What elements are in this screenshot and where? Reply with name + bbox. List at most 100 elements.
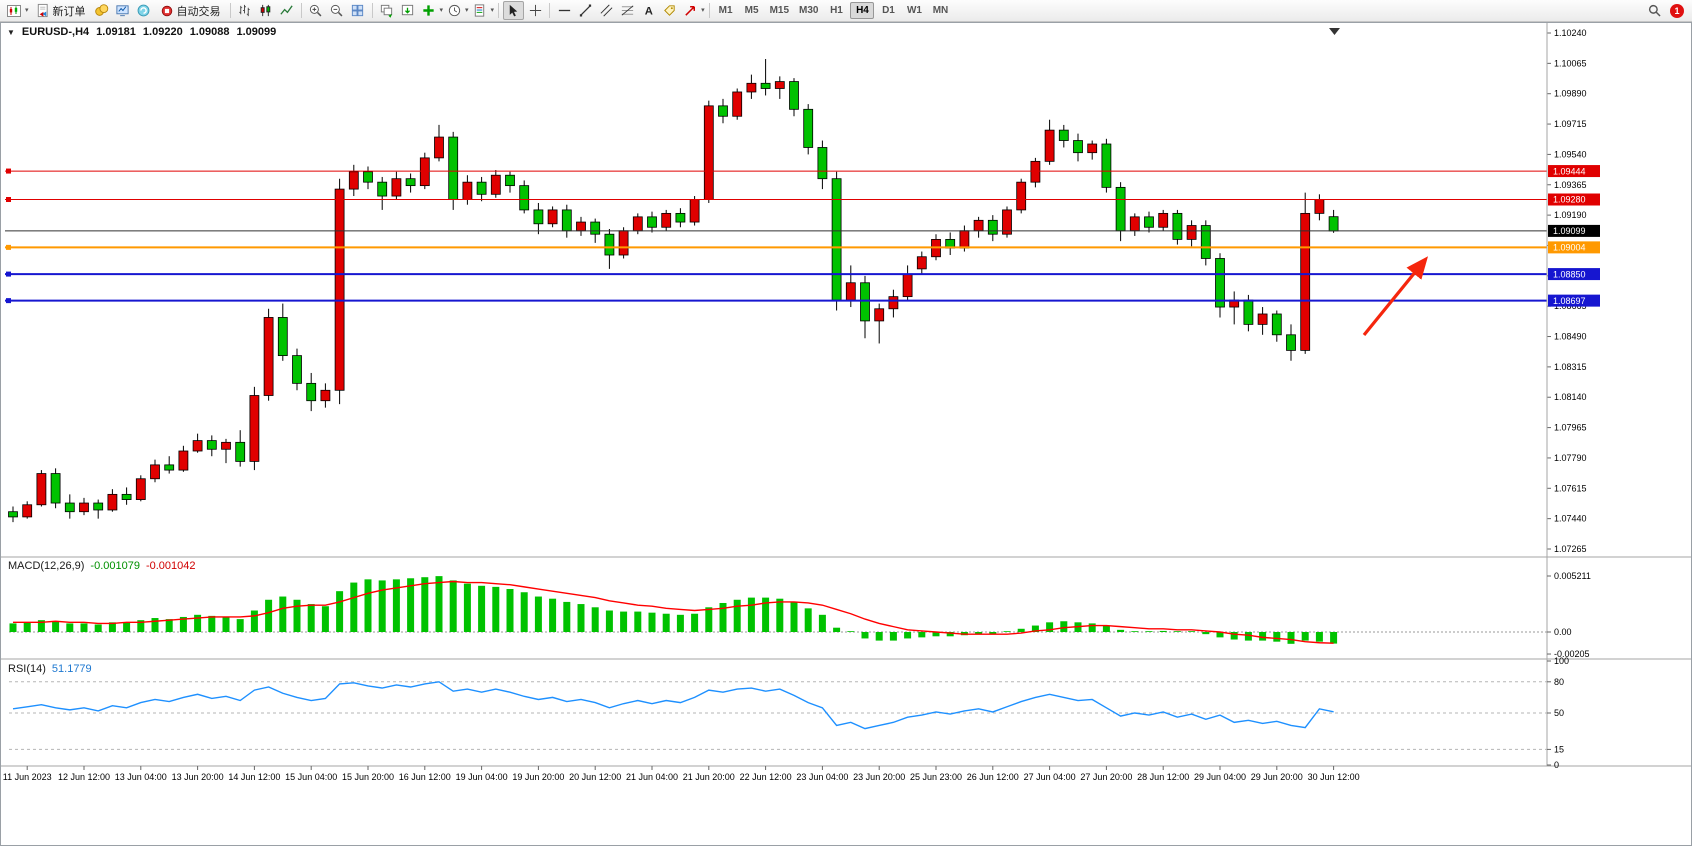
trendline-button[interactable] [575, 1, 595, 20]
chart-canvas[interactable]: 1.10240 1.10065 1.09890 1.09715 1.09540 1.093… [1, 23, 1691, 845]
notification-badge[interactable]: 1 [1670, 3, 1684, 18]
periods-icon [448, 4, 460, 17]
svg-text:0.005211: 0.005211 [1554, 571, 1591, 581]
candle [1271, 313, 1282, 336]
arrows-tool-button[interactable] [680, 1, 700, 20]
rsi-line [12, 681, 1334, 730]
svg-text:22 Jun 12:00: 22 Jun 12:00 [740, 772, 792, 782]
svg-text:1.07440: 1.07440 [1554, 514, 1587, 524]
line-handle[interactable] [6, 168, 11, 174]
tile-windows-button[interactable] [348, 1, 368, 20]
arrows-tool-icon [684, 6, 695, 16]
data-center-icon [137, 4, 150, 17]
arrows-caret-icon[interactable]: ▾ [701, 7, 705, 14]
candle [135, 478, 146, 500]
svg-text:21 Jun 20:00: 21 Jun 20:00 [683, 772, 735, 782]
search-icon [1648, 4, 1661, 17]
cursor-button[interactable] [503, 1, 525, 20]
timeframe-h1[interactable]: H1 [830, 5, 843, 16]
line-handle[interactable] [6, 298, 11, 304]
zoom-in-button[interactable] [306, 1, 326, 20]
timeframe-w1[interactable]: W1 [906, 5, 922, 16]
timeframe-m5[interactable]: M5 [744, 5, 759, 16]
svg-text:14 Jun 12:00: 14 Jun 12:00 [228, 772, 280, 782]
candlestick-chart-button[interactable] [256, 1, 276, 20]
label-tool-button[interactable] [659, 1, 679, 20]
candle [1030, 160, 1041, 183]
new-chart-caret-icon[interactable]: ▾ [25, 7, 29, 14]
time-axis: 11 Jun 2023 12 Jun 12:00 13 Jun 04:00 13 Ju… [3, 766, 1360, 782]
candle [1101, 143, 1112, 188]
crosshair-icon [529, 4, 541, 17]
arrow-annotation[interactable] [1362, 256, 1429, 337]
candle [292, 355, 302, 384]
price-label-box [1548, 241, 1600, 254]
candle [306, 382, 317, 402]
channel-button[interactable] [596, 1, 616, 20]
candle [434, 136, 444, 159]
price-scale: 1.10240 1.10065 1.09890 1.09715 1.09540 1.093… [1547, 28, 1587, 554]
candle [107, 493, 118, 511]
timeframe-m30[interactable]: M30 [799, 5, 819, 16]
line-handle[interactable] [6, 271, 11, 277]
svg-text:1.09444: 1.09444 [1553, 166, 1586, 176]
autotrading-icon [161, 5, 172, 16]
candle [206, 440, 217, 450]
candle [973, 219, 984, 232]
svg-text:0.00: 0.00 [1554, 627, 1572, 637]
candle [959, 230, 970, 249]
cursor-icon [509, 4, 518, 17]
svg-text:1.08490: 1.08490 [1554, 332, 1587, 342]
svg-text:1.09540: 1.09540 [1554, 149, 1587, 159]
candle [1073, 140, 1083, 154]
svg-text:15 Jun 20:00: 15 Jun 20:00 [342, 772, 394, 782]
fibonacci-icon [621, 5, 633, 16]
new-chart-button[interactable] [4, 1, 24, 20]
cascade-windows-button[interactable] [377, 1, 397, 20]
timeframe-mn[interactable]: MN [932, 5, 949, 16]
candle [1314, 199, 1325, 214]
bar-chart-button[interactable] [235, 1, 255, 20]
toolbar-separator [300, 3, 302, 18]
label-tool-icon [663, 5, 675, 16]
chart-window: 1.10240 1.10065 1.09890 1.09715 1.09540 1.093… [0, 22, 1692, 846]
timeframe-m1[interactable]: M1 [718, 5, 733, 16]
periods-caret-icon[interactable]: ▾ [465, 7, 469, 14]
templates-button[interactable] [470, 1, 490, 20]
price-label-box [1548, 165, 1600, 178]
crosshair-button[interactable] [525, 1, 545, 20]
chart-dropdown-icon[interactable] [1329, 28, 1340, 35]
timeframe-h4[interactable]: H4 [850, 2, 875, 19]
new-order-button[interactable]: 新订单 [30, 1, 91, 20]
svg-text:1.07265: 1.07265 [1554, 544, 1587, 554]
timeframe-m15[interactable]: M15 [769, 5, 790, 16]
funds-button[interactable] [92, 1, 112, 20]
line-chart-button[interactable] [277, 1, 297, 20]
candles [8, 59, 1339, 523]
horizontal-line-button[interactable] [554, 1, 574, 20]
market-watch-button[interactable] [113, 1, 133, 20]
candle [1115, 186, 1126, 232]
svg-text:13 Jun 20:00: 13 Jun 20:00 [172, 772, 224, 782]
search-button[interactable] [1644, 1, 1664, 20]
indicators-caret-icon[interactable]: ▾ [439, 7, 444, 14]
autotrading-button[interactable]: 自动交易 [155, 1, 226, 20]
candle [1186, 225, 1197, 240]
timeframe-d1[interactable]: D1 [882, 5, 895, 16]
auto-arrange-button[interactable] [398, 1, 418, 20]
candle [1002, 209, 1012, 235]
svg-text:1.08315: 1.08315 [1554, 362, 1587, 372]
candle [1158, 212, 1169, 228]
indicators-button[interactable] [419, 1, 439, 20]
data-center-button[interactable] [134, 1, 154, 20]
candle [902, 273, 913, 298]
templates-caret-icon[interactable]: ▾ [490, 7, 495, 14]
periods-button[interactable] [444, 1, 464, 20]
text-tool-button[interactable]: A [638, 1, 658, 20]
line-handle[interactable] [6, 244, 11, 250]
candle [22, 504, 33, 518]
fibonacci-button[interactable] [617, 1, 637, 20]
zoom-out-button[interactable] [327, 1, 347, 20]
line-handle[interactable] [6, 197, 11, 203]
